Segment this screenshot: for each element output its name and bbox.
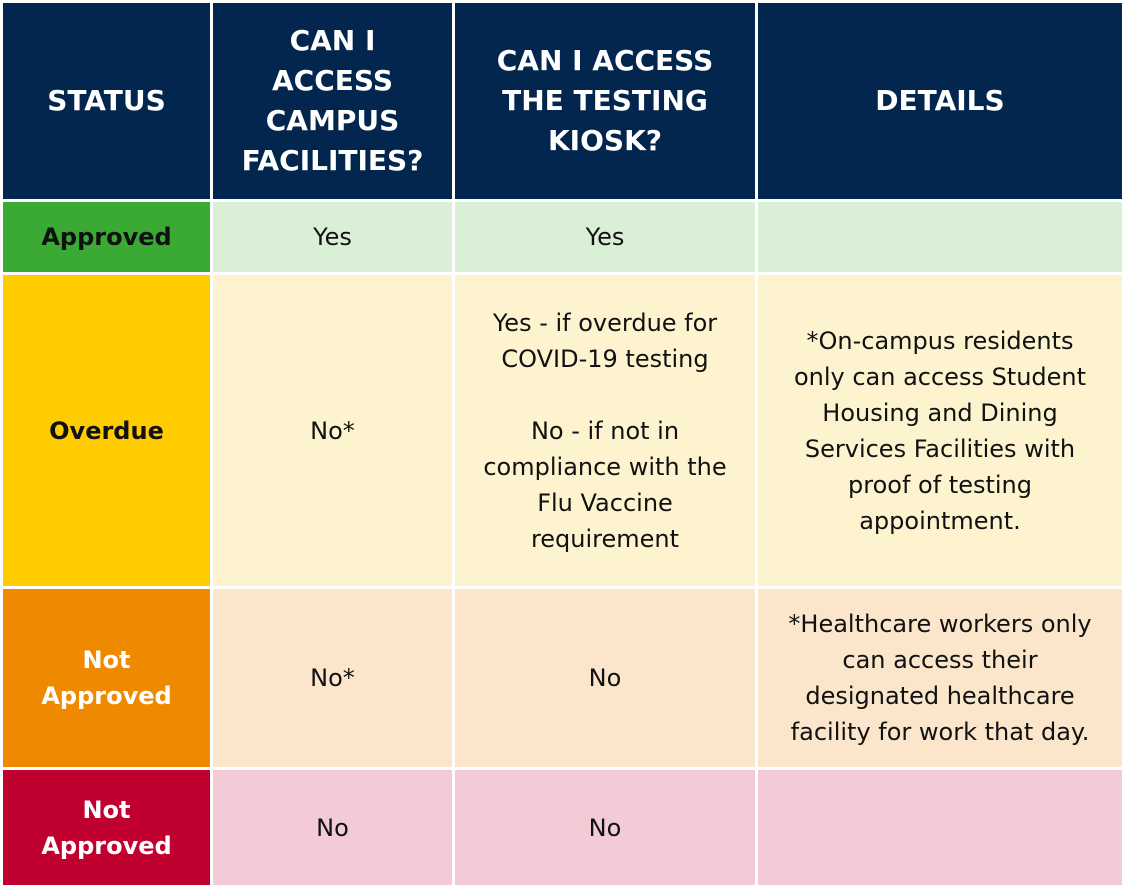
cell-text: No - if not in compliance with the Flu V… — [483, 416, 727, 553]
cell-text: No* — [310, 664, 355, 692]
status-text: Overdue — [49, 416, 164, 445]
table-cell: No* — [213, 589, 452, 767]
table-cell: No — [213, 770, 452, 885]
table-cell: No — [455, 770, 755, 885]
cell-text: *Healthcare workers only can access thei… — [788, 610, 1092, 746]
cell-text: Yes - if overdue for COVID-19 testing — [492, 308, 718, 373]
table-cell: No — [455, 589, 755, 767]
header-cell: DETAILS — [758, 3, 1122, 199]
cell-text: No — [588, 813, 622, 842]
status-cell: Not Approved — [3, 589, 210, 767]
status-cell: Approved — [3, 202, 210, 272]
table-cell: No* — [213, 275, 452, 586]
table-cell: Yes — [455, 202, 755, 272]
cell-text: *On-campus residents only can access Stu… — [793, 326, 1087, 535]
table-cell — [758, 202, 1122, 272]
header-text: STATUS — [47, 84, 166, 117]
status-cell: Not Approved — [3, 770, 210, 885]
table-cell: *On-campus residents only can access Stu… — [758, 275, 1122, 586]
cell-text: Yes — [313, 223, 352, 251]
table-cell: Yes — [213, 202, 452, 272]
header-text: CAN I ACCESS THE TESTING KIOSK? — [496, 44, 714, 157]
header-cell: CAN I ACCESS THE TESTING KIOSK? — [455, 3, 755, 199]
cell-text: Yes — [585, 223, 625, 251]
header-cell: CAN I ACCESS CAMPUS FACILITIES? — [213, 3, 452, 199]
header-text: DETAILS — [875, 84, 1005, 117]
table-cell: Yes - if overdue for COVID-19 testing No… — [455, 275, 755, 586]
status-text: Not Approved — [41, 795, 172, 860]
header-cell: STATUS — [3, 3, 210, 199]
table-cell — [758, 770, 1122, 885]
status-text: Approved — [41, 223, 172, 251]
cell-text: No* — [310, 416, 355, 445]
status-text: Not Approved — [41, 646, 172, 710]
table-cell: *Healthcare workers only can access thei… — [758, 589, 1122, 767]
cell-text: No — [588, 664, 622, 692]
cell-text: No — [316, 813, 349, 842]
header-text: CAN I ACCESS CAMPUS FACILITIES? — [241, 24, 424, 177]
status-cell: Overdue — [3, 275, 210, 586]
